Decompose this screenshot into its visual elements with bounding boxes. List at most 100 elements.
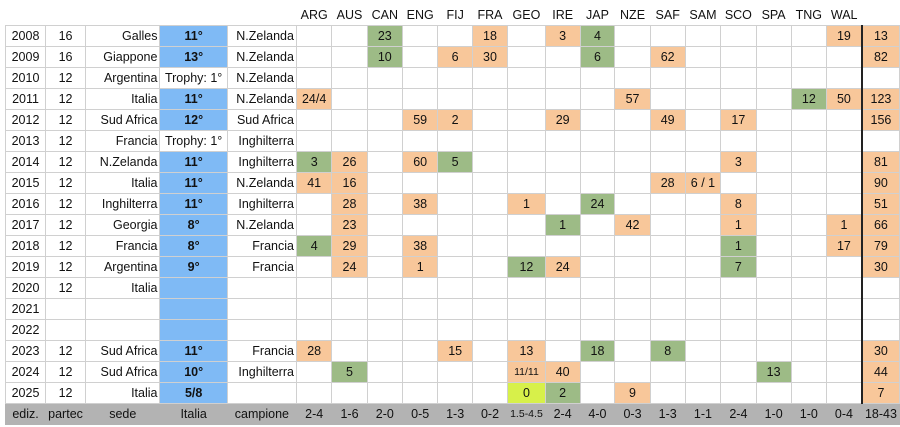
italia-result-cell: 13° xyxy=(159,46,228,68)
score-cell xyxy=(790,235,828,257)
score-cell xyxy=(755,319,792,341)
score-cell xyxy=(649,214,686,236)
score-cell xyxy=(366,193,403,215)
score-cell xyxy=(755,46,792,68)
score-cell: 4 xyxy=(295,235,333,257)
score-cell xyxy=(401,67,439,89)
score-cell xyxy=(544,193,581,215)
score-cell xyxy=(579,130,616,152)
score-cell xyxy=(684,361,722,383)
year-cell: 2021 xyxy=(4,298,47,320)
score-cell xyxy=(825,172,863,194)
score-cell: 1 xyxy=(825,214,863,236)
score-cell xyxy=(579,277,616,299)
score-cell xyxy=(649,277,686,299)
score-cell: 5 xyxy=(331,361,368,383)
footer-record: 4-0 xyxy=(579,403,616,425)
score-cell xyxy=(579,109,616,131)
score-cell xyxy=(720,361,757,383)
table-row: 2015 12 Italia 11° N.Zelanda 41 16 28 6 / 1 90 xyxy=(4,172,900,194)
score-cell: 3 xyxy=(295,151,333,173)
score-cell xyxy=(614,25,651,47)
score-cell xyxy=(614,256,651,278)
year-cell: 2011 xyxy=(4,88,47,110)
score-cell: 62 xyxy=(649,46,686,68)
host-cell: Sud Africa xyxy=(85,361,161,383)
score-cell xyxy=(471,319,509,341)
score-cell xyxy=(437,25,473,47)
year-cell: 2014 xyxy=(4,151,47,173)
score-cell: 17 xyxy=(825,235,863,257)
italia-result-cell: Trophy: 1° xyxy=(159,130,228,152)
score-cell xyxy=(507,277,546,299)
score-cell xyxy=(331,382,368,404)
score-cell xyxy=(366,172,403,194)
table-row: 2021 xyxy=(4,298,900,320)
score-cell: 2 xyxy=(544,382,581,404)
italia-result-cell: Trophy: 1° xyxy=(159,67,228,89)
score-cell xyxy=(471,151,509,173)
italia-result-cell: 12° xyxy=(159,109,228,131)
score-cell: 4 xyxy=(579,25,616,47)
score-cell xyxy=(366,151,403,173)
total-cell xyxy=(860,67,900,89)
year-cell: 2008 xyxy=(4,25,47,47)
score-cell xyxy=(790,151,828,173)
score-cell xyxy=(649,298,686,320)
team-header: ARG xyxy=(300,8,328,22)
champion-cell: Francia xyxy=(226,340,297,362)
score-cell: 38 xyxy=(401,193,439,215)
total-cell: 13 xyxy=(860,25,900,47)
score-cell xyxy=(684,382,722,404)
score-cell xyxy=(295,25,333,47)
total-cell: 7 xyxy=(860,382,900,404)
score-cell xyxy=(684,109,722,131)
score-cell xyxy=(295,382,333,404)
total-cell: 123 xyxy=(860,88,900,110)
participants-cell xyxy=(45,298,87,320)
score-cell xyxy=(471,298,509,320)
total-cell xyxy=(860,319,900,341)
score-cell xyxy=(614,109,651,131)
score-cell xyxy=(295,214,333,236)
header-spacer xyxy=(862,5,900,26)
footer-record: 1-3 xyxy=(649,403,686,425)
score-cell xyxy=(544,130,581,152)
year-cell: 2025 xyxy=(4,382,47,404)
participants-cell: 12 xyxy=(45,277,87,299)
score-cell xyxy=(437,235,473,257)
score-cell xyxy=(755,67,792,89)
score-cell xyxy=(331,46,368,68)
host-cell: Italia xyxy=(85,172,161,194)
score-cell xyxy=(331,130,368,152)
score-cell xyxy=(790,172,828,194)
footer-record: 1.5-4.5 xyxy=(507,403,546,425)
participants-cell: 12 xyxy=(45,193,87,215)
score-cell xyxy=(755,193,792,215)
score-cell xyxy=(649,256,686,278)
score-cell xyxy=(544,298,581,320)
score-cell xyxy=(331,88,368,110)
host-cell: Sud Africa xyxy=(85,109,161,131)
table-row: 2013 12 Francia Trophy: 1° Inghilterra xyxy=(4,130,900,152)
score-cell xyxy=(437,361,473,383)
score-cell xyxy=(544,319,581,341)
score-cell xyxy=(544,67,581,89)
score-cell xyxy=(649,25,686,47)
header-spacer xyxy=(160,5,227,26)
footer-total: 18-43 xyxy=(860,403,900,425)
score-cell xyxy=(825,130,863,152)
italia-result-cell: 8° xyxy=(159,235,228,257)
participants-cell: 12 xyxy=(45,340,87,362)
footer-label: sede xyxy=(85,403,161,425)
participants-cell: 12 xyxy=(45,235,87,257)
score-cell xyxy=(649,193,686,215)
host-cell: Francia xyxy=(85,130,161,152)
score-cell: 28 xyxy=(649,172,686,194)
italia-result-cell xyxy=(159,277,228,299)
table-row: 2010 12 Argentina Trophy: 1° N.Zelanda xyxy=(4,67,900,89)
score-cell: 30 xyxy=(471,46,509,68)
score-cell xyxy=(649,130,686,152)
score-cell: 3 xyxy=(720,151,757,173)
score-cell xyxy=(684,25,722,47)
